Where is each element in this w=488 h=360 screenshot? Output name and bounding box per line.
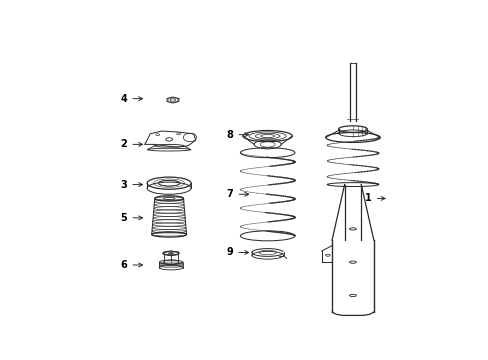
Text: 9: 9 [226, 247, 248, 257]
Text: 4: 4 [121, 94, 142, 104]
Text: 8: 8 [226, 130, 248, 140]
Text: 6: 6 [121, 260, 142, 270]
Text: 2: 2 [121, 139, 142, 149]
Text: 7: 7 [226, 189, 248, 199]
Text: 3: 3 [121, 180, 142, 190]
Text: 5: 5 [121, 213, 142, 223]
Text: 1: 1 [365, 193, 384, 203]
